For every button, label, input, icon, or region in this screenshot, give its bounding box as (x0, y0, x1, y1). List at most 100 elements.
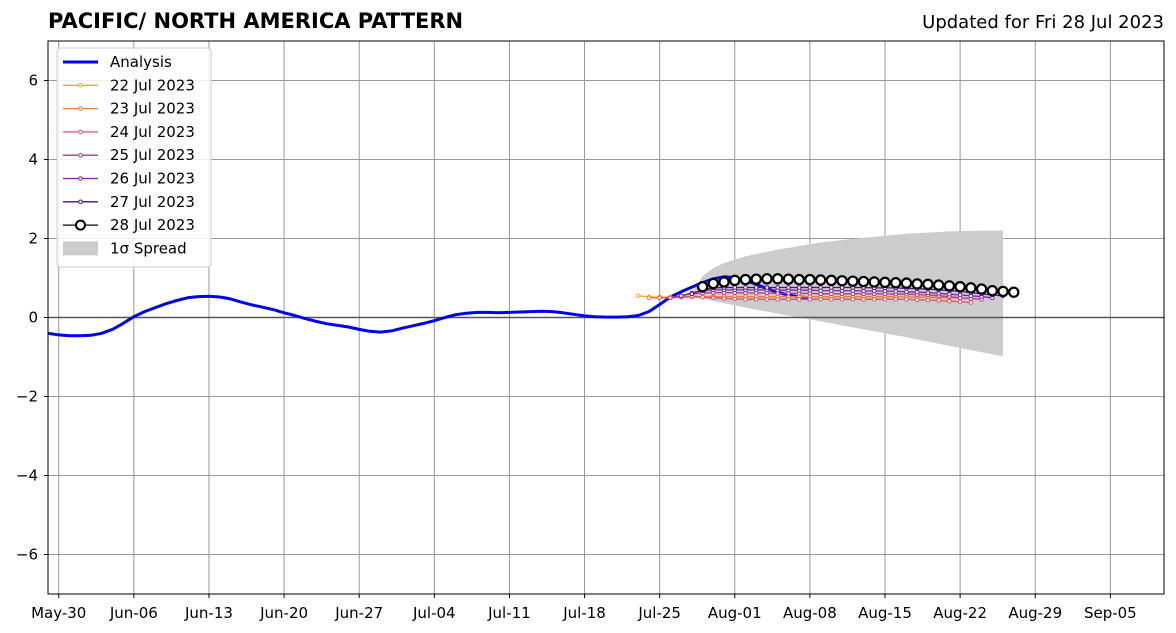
x-tick-label: Aug-08 (783, 604, 837, 622)
forecast-point (743, 297, 748, 302)
legend-box (56, 47, 212, 268)
forecast-point (836, 275, 848, 287)
forecast-point (750, 273, 762, 285)
forecast-point (871, 297, 877, 302)
forecast-point (890, 277, 902, 289)
analysis-line (47, 275, 811, 338)
legend-item: 28 Jul 2023 (63, 216, 195, 234)
forecast-point (729, 274, 741, 287)
legend-item: 22 Jul 2023 (63, 76, 195, 94)
forecast-point (775, 297, 780, 302)
forecast-point (739, 273, 752, 286)
forecast-4 (678, 287, 995, 301)
legend-label: 1σ Spread (110, 239, 187, 257)
forecast-point (678, 293, 684, 299)
x-tick-label: Aug-29 (1008, 604, 1062, 622)
legend-item: Analysis (63, 53, 172, 71)
legend-item: 1σ Spread (63, 239, 187, 257)
forecast-point (957, 299, 963, 305)
forecast-point (775, 285, 780, 290)
y-tick-label: −4 (16, 467, 38, 485)
forecast-point (807, 297, 813, 302)
forecast-point (764, 297, 770, 302)
forecast-point (732, 285, 738, 290)
y-tick-label: −2 (16, 388, 38, 406)
forecast-point (786, 285, 791, 290)
legend: Analysis 22 Jul 2023 23 Jul 2023 24 Jul 202… (56, 47, 212, 268)
forecast-point (753, 297, 759, 302)
x-tick-label: Jul-18 (562, 604, 606, 622)
forecast-point (814, 274, 827, 286)
forecast-point (689, 291, 695, 297)
legend-swatch-marker (78, 106, 83, 111)
x-axis-ticks: May-30 Jun-06 Jun-13 Jun-20 Jun-27 Jul-04 Jul-… (31, 594, 1137, 622)
forecast-point (947, 299, 952, 304)
legend-item: 25 Jul 2023 (63, 146, 195, 164)
forecast-series (635, 273, 1020, 305)
forecast-6 (696, 273, 1020, 298)
forecast-point (954, 280, 966, 293)
forecast-point (868, 276, 880, 288)
forecast-point (743, 285, 748, 290)
x-tick-label: Jun-20 (259, 604, 308, 622)
legend-swatch-marker (78, 176, 83, 181)
forecast-point (793, 273, 805, 286)
x-tick-label: Sep-05 (1084, 604, 1137, 622)
x-tick-label: Jun-27 (334, 604, 383, 622)
y-tick-label: 0 (28, 309, 38, 327)
forecast-point (900, 277, 913, 289)
y-tick-label: −6 (16, 546, 38, 564)
forecast-point (635, 293, 641, 299)
forecast-point (997, 285, 1009, 298)
forecast-point (753, 285, 759, 290)
forecast-point (804, 273, 816, 286)
forecast-point (796, 285, 802, 290)
x-tick-label: Aug-22 (933, 604, 987, 622)
forecast-point (829, 297, 834, 302)
forecast-point (696, 280, 709, 293)
forecast-point (825, 274, 838, 287)
legend-item: 26 Jul 2023 (63, 170, 195, 188)
legend-swatch-marker (75, 219, 86, 231)
legend-label: 23 Jul 2023 (110, 100, 195, 118)
forecast-point (721, 296, 727, 301)
legend-swatch-marker (78, 199, 83, 205)
legend-item: 23 Jul 2023 (63, 100, 195, 118)
forecast-point (904, 297, 909, 302)
x-tick-label: Aug-01 (708, 604, 762, 622)
forecast-point (818, 285, 823, 290)
forecast-point (829, 285, 834, 290)
x-tick-label: Jul-04 (412, 604, 456, 622)
forecast-point (764, 285, 770, 290)
y-tick-label: 4 (28, 151, 38, 169)
y-tick-label: 2 (28, 230, 38, 248)
x-tick-label: May-30 (31, 604, 86, 622)
forecast-point (965, 282, 977, 294)
y-tick-label: 6 (28, 72, 38, 90)
legend-item: 24 Jul 2023 (63, 123, 195, 141)
legend-label: 24 Jul 2023 (110, 123, 195, 141)
x-tick-label: Jun-06 (109, 604, 158, 622)
forecast-point (839, 297, 845, 302)
legend-swatch-marker (78, 129, 83, 135)
forecast-point (700, 294, 705, 300)
forecast-point (879, 276, 891, 289)
forecast-point (861, 297, 866, 302)
forecast-point (914, 297, 920, 303)
legend-label: 28 Jul 2023 (110, 216, 195, 234)
forecast-point (1008, 286, 1020, 298)
legend-swatch-area (63, 241, 98, 256)
forecast-point (657, 295, 662, 301)
x-tick-label: Jun-13 (184, 604, 233, 622)
legend-item: 27 Jul 2023 (63, 193, 195, 211)
forecast-point (782, 273, 795, 285)
y-axis-ticks: 6 4 2 0 −2 −4 −6 (16, 72, 48, 564)
forecast-point (732, 296, 738, 302)
forecast-point (986, 284, 999, 297)
chart-updated-date: Updated for Fri 28 Jul 2023 (922, 12, 1164, 33)
forecast-point (922, 278, 934, 291)
forecast-point (761, 273, 773, 285)
forecast-point (718, 276, 730, 288)
forecast-point (796, 297, 802, 302)
